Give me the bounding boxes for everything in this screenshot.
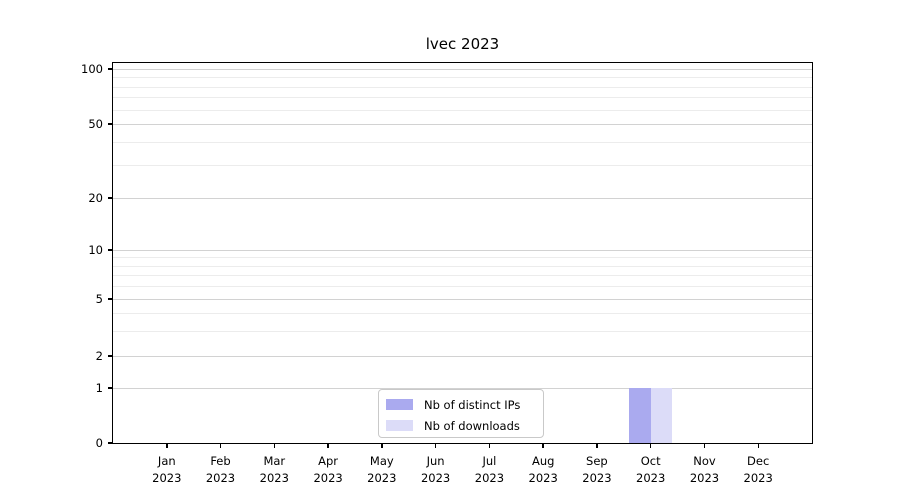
x-tick-label: Aug 2023 xyxy=(528,454,558,485)
x-tick-label: Mar 2023 xyxy=(259,454,289,485)
gridline-minor xyxy=(113,86,812,88)
x-tick-mark xyxy=(649,443,652,448)
gridline-minor xyxy=(113,97,812,99)
x-tick-mark xyxy=(434,443,437,448)
y-tick-label: 2 xyxy=(95,349,103,363)
x-tick-label: Oct 2023 xyxy=(636,454,666,485)
gridline-minor xyxy=(113,312,812,314)
y-tick-mark xyxy=(108,197,113,199)
x-tick-mark xyxy=(488,443,491,448)
legend-swatch-downloads-icon xyxy=(386,420,413,431)
y-tick-mark xyxy=(108,355,113,357)
x-tick-mark xyxy=(327,443,329,448)
gridline-minor xyxy=(113,257,812,259)
bar-distinct-ips xyxy=(629,388,651,443)
x-tick-mark xyxy=(273,443,276,448)
gridline-major xyxy=(113,299,812,300)
gridline-minor xyxy=(113,142,812,143)
x-tick-label: Jun 2023 xyxy=(420,454,451,485)
gridline-minor xyxy=(113,286,812,288)
y-tick-mark xyxy=(108,442,113,444)
legend-item-downloads: Nb of downloads xyxy=(386,415,543,436)
y-tick-mark xyxy=(108,68,113,70)
gridline-major xyxy=(113,250,812,251)
y-tick-label: 5 xyxy=(95,292,103,306)
gridline-minor xyxy=(113,265,812,267)
legend-item-distinct-ips: Nb of distinct IPs xyxy=(386,394,543,415)
y-tick-mark xyxy=(108,298,113,300)
chart-title: lvec 2023 xyxy=(425,35,500,53)
x-tick-label: May 2023 xyxy=(367,454,397,485)
gridline-major xyxy=(113,69,812,70)
x-tick-label: Apr 2023 xyxy=(313,454,343,485)
gridline-major xyxy=(113,356,812,357)
x-tick-mark xyxy=(542,443,544,448)
x-tick-label: Dec 2023 xyxy=(743,454,773,485)
legend: Nb of distinct IPs Nb of downloads xyxy=(378,389,544,438)
legend-swatch-distinct-ips-icon xyxy=(386,399,413,410)
gridline-minor xyxy=(113,109,812,111)
gridline-major xyxy=(113,124,812,125)
x-tick-mark xyxy=(757,443,759,448)
legend-label-distinct-ips: Nb of distinct IPs xyxy=(424,397,521,412)
x-tick-label: Jul 2023 xyxy=(474,454,505,485)
y-tick-label: 50 xyxy=(88,117,103,131)
y-tick-label: 0 xyxy=(95,436,103,450)
y-tick-label: 1 xyxy=(95,381,103,395)
gridline-minor xyxy=(113,165,812,167)
bar-downloads xyxy=(650,388,673,443)
gridline-major xyxy=(113,198,812,199)
x-tick-mark xyxy=(596,443,598,448)
x-tick-label: Feb 2023 xyxy=(205,454,236,485)
legend-label-downloads: Nb of downloads xyxy=(424,418,520,433)
gridline-minor xyxy=(113,330,812,332)
y-tick-label: 10 xyxy=(88,243,103,257)
y-tick-mark xyxy=(108,387,113,389)
gridline-minor xyxy=(113,77,812,79)
x-tick-mark xyxy=(166,443,168,448)
x-tick-mark xyxy=(219,443,222,448)
gridline-minor xyxy=(113,275,812,277)
y-tick-mark xyxy=(108,123,113,125)
x-tick-mark xyxy=(703,443,706,448)
y-tick-mark xyxy=(108,249,113,251)
x-tick-mark xyxy=(381,443,383,448)
x-tick-label: Sep 2023 xyxy=(582,454,612,485)
gridline-major xyxy=(113,388,812,389)
x-tick-label: Jan 2023 xyxy=(152,454,182,485)
x-tick-label: Nov 2023 xyxy=(689,454,720,485)
y-tick-label: 100 xyxy=(81,62,103,76)
plot-area xyxy=(113,63,812,443)
y-tick-label: 20 xyxy=(88,191,103,205)
